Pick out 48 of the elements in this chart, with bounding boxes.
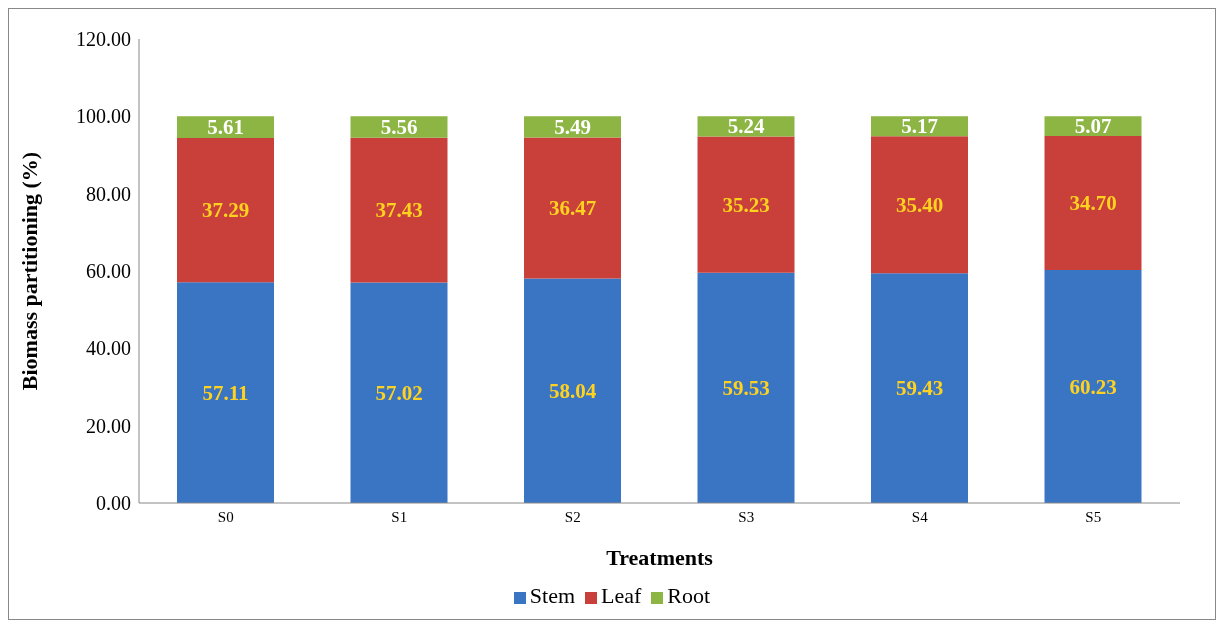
data-label: 60.23 [1069, 374, 1117, 399]
bar [871, 273, 968, 503]
bar [350, 282, 448, 503]
y-tick-label: 60.00 [86, 260, 131, 283]
data-label: 5.56 [380, 115, 418, 140]
x-tick-label: S5 [1085, 508, 1102, 525]
data-label: 5.61 [207, 115, 244, 140]
bar [697, 272, 795, 503]
bar [177, 137, 274, 283]
data-label: 35.23 [722, 192, 770, 217]
data-label: 59.43 [895, 376, 944, 401]
legend-label: Leaf [601, 583, 642, 608]
bar [1044, 270, 1142, 503]
data-label: 59.53 [722, 375, 770, 400]
y-axis-title: Biomass partitioning (%) [16, 151, 42, 391]
bar [1044, 135, 1142, 271]
legend-label: Stem [529, 583, 576, 608]
x-tick-label: S2 [564, 508, 581, 525]
data-label: 5.24 [727, 114, 765, 139]
y-tick-label: 80.00 [86, 182, 131, 205]
y-tick-label: 100.00 [76, 105, 131, 128]
bar [524, 278, 621, 503]
y-tick-label: 0.00 [96, 492, 131, 515]
data-label: 57.11 [202, 380, 249, 405]
x-tick-label: S0 [217, 508, 234, 525]
data-label: 57.02 [375, 380, 423, 405]
bar [697, 136, 795, 273]
data-label: 37.29 [201, 198, 250, 223]
data-label: 5.07 [1074, 114, 1112, 139]
bar [524, 137, 621, 279]
y-tick-label: 20.00 [86, 414, 131, 437]
data-label: 35.40 [895, 192, 944, 217]
bar [350, 137, 448, 283]
bar [871, 136, 968, 274]
data-label: 5.49 [554, 114, 591, 139]
x-tick-label: S4 [911, 508, 929, 525]
data-label: 37.43 [375, 198, 423, 223]
data-label: 36.47 [548, 196, 597, 221]
data-label: 34.70 [1069, 191, 1117, 216]
y-tick-label: 40.00 [86, 337, 131, 360]
data-label: 5.17 [901, 114, 938, 139]
bar [177, 282, 274, 503]
x-tick-label: S3 [738, 508, 755, 525]
x-tick-label: S1 [391, 508, 408, 525]
x-axis-title: Treatments [606, 545, 714, 570]
y-tick-label: 120.00 [76, 28, 131, 51]
legend-label: Root [667, 583, 711, 608]
data-label: 58.04 [548, 378, 597, 403]
